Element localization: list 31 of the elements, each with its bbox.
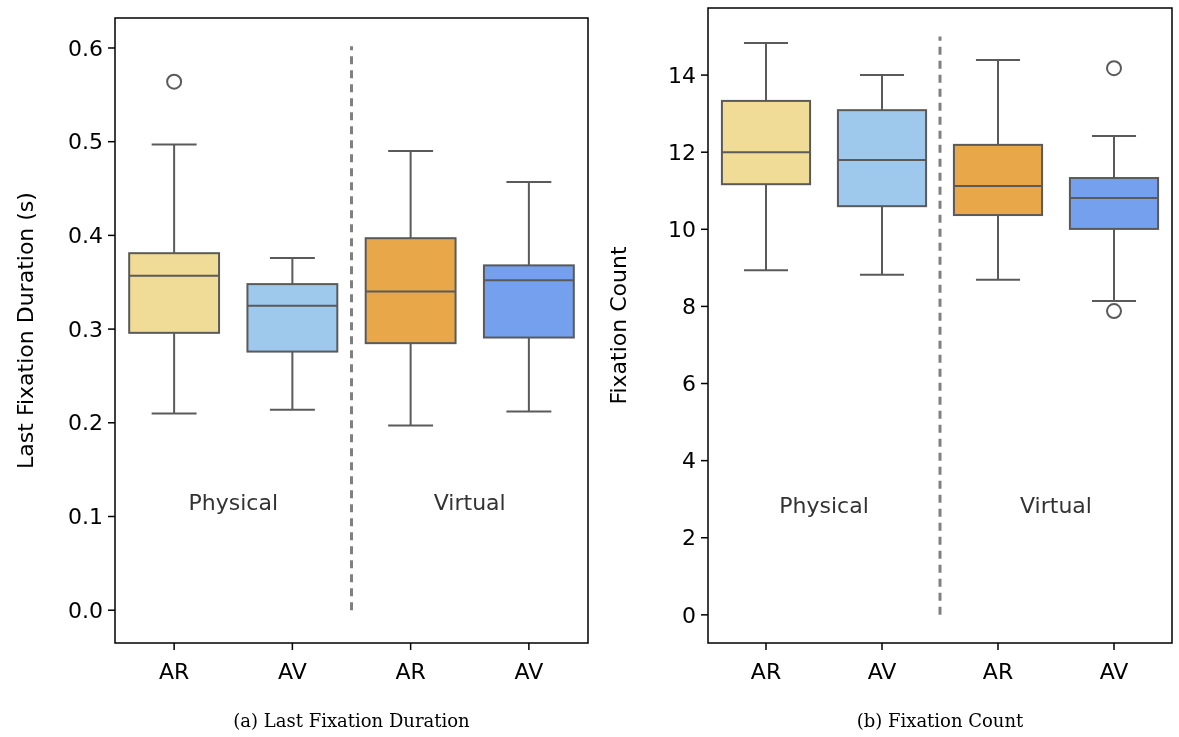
annotation: Physical xyxy=(779,493,869,519)
y-axis-title: Last Fixation Duration (s) xyxy=(13,192,38,469)
y-tick-label: 0.2 xyxy=(68,410,103,436)
y-tick-label: 6 xyxy=(682,371,696,397)
y-tick-label: 2 xyxy=(682,525,696,551)
text: (a) Last Fixation Duration xyxy=(233,710,471,731)
text: (b) Fixation Count xyxy=(856,710,1025,731)
x-tick-label: AR xyxy=(750,659,782,684)
y-tick-label: 0.6 xyxy=(68,35,103,61)
y-tick-label: 0.1 xyxy=(68,504,103,530)
x-tick-label: AV xyxy=(514,659,544,684)
annotation: Virtual xyxy=(1020,493,1092,519)
x-tick-label: AV xyxy=(867,659,897,684)
y-tick-label: 0.4 xyxy=(68,223,103,249)
x-tick-label: AV xyxy=(278,659,307,684)
y-tick-label: 0.0 xyxy=(68,597,103,623)
x-tick-label: AR xyxy=(395,659,426,684)
x-tick-label: AR xyxy=(158,659,190,684)
y-tick-label: 4 xyxy=(682,448,696,474)
y-tick-label: 8 xyxy=(682,294,696,320)
annotation: Virtual xyxy=(433,490,506,516)
y-tick-label: 0.5 xyxy=(68,129,103,155)
annotation: Physical xyxy=(188,490,278,516)
y-tick-label: 10 xyxy=(668,217,696,243)
x-tick-label: AR xyxy=(982,659,1014,684)
y-tick-label: 12 xyxy=(668,139,696,165)
y-tick-label: 14 xyxy=(668,62,696,88)
y-tick-label: 0.3 xyxy=(68,316,103,342)
x-tick-label: AV xyxy=(1099,659,1129,684)
y-tick-label: 0 xyxy=(682,602,696,628)
y-axis-title: Fixation Count xyxy=(606,246,631,405)
